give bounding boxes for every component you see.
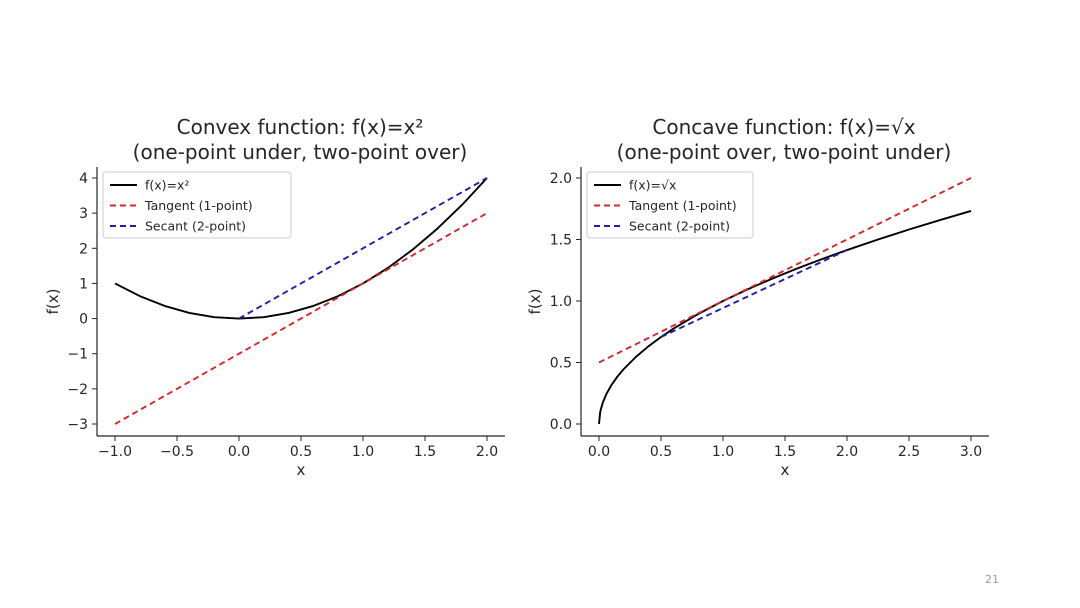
y-tick-label: 4 (79, 171, 88, 187)
y-axis-label: f(x) (526, 289, 544, 315)
page-number: 21 (985, 573, 999, 586)
x-tick-label: 0.5 (290, 444, 312, 460)
y-tick-label: 3 (79, 206, 88, 222)
series-line-2 (114, 212, 488, 425)
x-tick-label: 2.5 (898, 444, 920, 460)
x-axis-label: x (781, 461, 790, 479)
chart-title-line-2: (one-point under, two-point over) (133, 140, 468, 164)
chart-2: Concave function: f(x)=√x(one-point over… (526, 115, 989, 479)
chart-title-line-1: Convex function: f(x)=x² (177, 115, 424, 139)
x-tick-label: 0.0 (588, 444, 610, 460)
x-axis-label: x (297, 461, 306, 479)
legend: f(x)=√x Tangent (1-point) Secant (2-point) (586, 171, 754, 239)
legend-box (102, 171, 292, 239)
x-tick-label: 0.0 (228, 444, 250, 460)
y-tick-label: 1.0 (550, 294, 572, 310)
y-tick-label: 0.5 (550, 356, 572, 372)
y-axis-label: f(x) (44, 289, 62, 315)
y-tick-label: 0 (79, 312, 88, 328)
x-tick-label: −1.0 (98, 444, 132, 460)
legend-label-1: f(x)=x² (145, 178, 189, 193)
legend-box (586, 171, 754, 239)
x-tick-label: 2.0 (476, 444, 498, 460)
x-tick-label: 1.0 (352, 444, 374, 460)
chart-title-line-2: (one-point over, two-point under) (617, 140, 952, 164)
x-tick-label: 1.5 (414, 444, 436, 460)
series-line-3 (238, 177, 488, 320)
series-line-1 (598, 210, 972, 425)
legend-label-3: Secant (2-point) (629, 219, 730, 234)
x-tick-label: 0.5 (650, 444, 672, 460)
x-tick-label: 1.0 (712, 444, 734, 460)
chart-1: Convex function: f(x)=x²(one-point under… (44, 115, 505, 479)
y-tick-label: 0.0 (550, 417, 572, 433)
y-tick-label: 1.5 (550, 233, 572, 249)
legend-label-2: Tangent (1-point) (628, 198, 737, 213)
legend-label-1: f(x)=√x (629, 178, 676, 193)
legend-label-3: Secant (2-point) (145, 219, 246, 234)
x-tick-label: 2.0 (836, 444, 858, 460)
y-tick-label: 1 (79, 276, 88, 292)
y-tick-label: −3 (67, 417, 88, 433)
series-line-1 (114, 177, 488, 320)
legend-label-2: Tangent (1-point) (144, 198, 253, 213)
x-tick-label: 1.5 (774, 444, 796, 460)
legend: f(x)=x² Tangent (1-point) Secant (2-point) (102, 171, 292, 239)
x-tick-label: 3.0 (960, 444, 982, 460)
y-tick-label: 2 (79, 241, 88, 257)
y-tick-label: −2 (67, 382, 88, 398)
x-tick-label: −0.5 (160, 444, 194, 460)
y-tick-label: −1 (67, 347, 88, 363)
chart-title-line-1: Concave function: f(x)=√x (652, 115, 915, 139)
y-tick-label: 2.0 (550, 171, 572, 187)
series-line-3 (660, 249, 848, 338)
